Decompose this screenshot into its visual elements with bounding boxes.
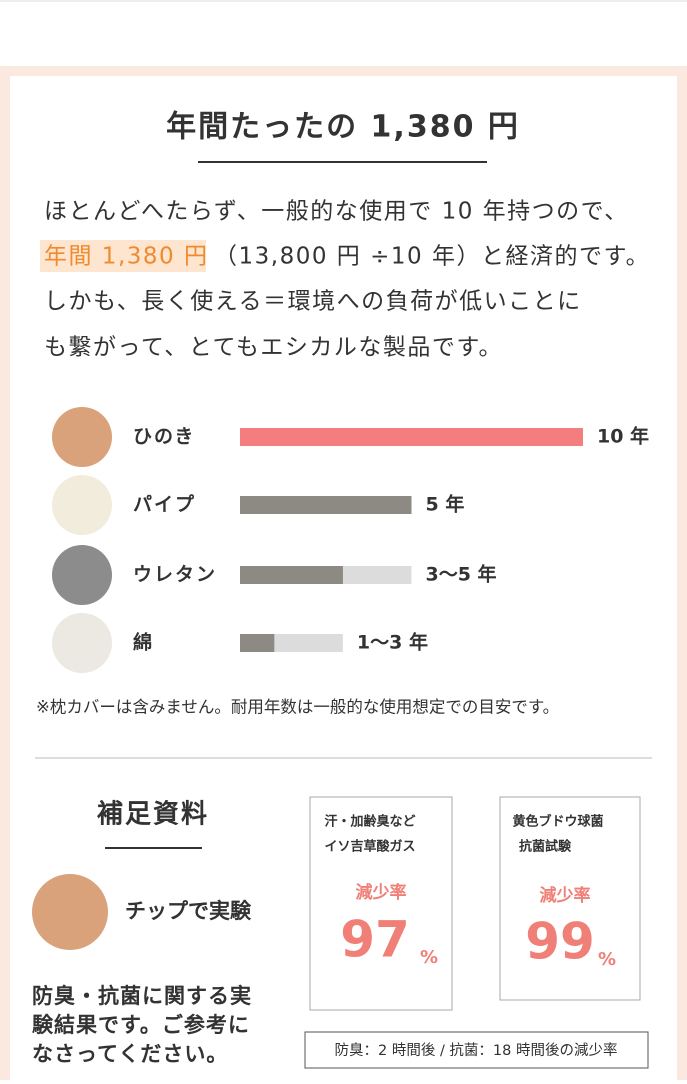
supplement-body: 防臭・抗菌に関する実	[32, 984, 252, 1008]
supplement-title: 補足資料	[96, 800, 209, 830]
pipe-icon	[52, 475, 112, 535]
cotton-icon	[52, 613, 112, 673]
document-sheet	[309, 796, 453, 1011]
highlight-bg	[40, 240, 206, 272]
document-number: 99	[525, 913, 595, 971]
caption-box	[304, 1031, 649, 1069]
value-label: 3〜5 年	[426, 563, 497, 586]
bar	[240, 428, 583, 446]
intro-line: ほとんどへたらず、一般的な使用で 10 年持つので、	[44, 199, 629, 225]
value-label: 5 年	[426, 493, 465, 516]
urethane-icon	[52, 545, 112, 605]
value-label: 10 年	[597, 425, 649, 448]
supplement-body: 験結果です。ご参考に	[32, 1013, 250, 1037]
hinoki-icon	[52, 407, 112, 467]
document-unit: %	[598, 949, 616, 970]
document-1: 汗・加齢臭など イソ吉草酸ガス 減少率 97 %	[309, 796, 453, 1011]
intro-line: しかも、長く使える＝環境への負荷が低いことに	[44, 289, 582, 315]
supplement-subtitle: チップで実験	[125, 899, 252, 923]
bar	[240, 496, 412, 514]
note: ※枕カバーは含みません。耐用年数は一般的な使用想定での目安です。	[36, 698, 559, 717]
title: 年間たったの 1,380 円	[166, 110, 520, 145]
document-2: 黄色ブドウ球菌 抗菌試験 減少率 99 %	[499, 796, 641, 1001]
category-label: ウレタン	[133, 564, 217, 586]
category-label: パイプ	[133, 493, 196, 516]
category-label: ひのき	[133, 426, 195, 448]
document-label: 減少率	[356, 882, 407, 903]
value-label: 1〜3 年	[357, 631, 428, 654]
caption: 防臭：2 時間後 / 抗菌：18 時間後の減少率	[335, 1042, 618, 1059]
bar	[240, 566, 343, 584]
document-heading: 黄色ブドウ球菌	[512, 814, 603, 830]
intro-line: （13,800 円 ÷10 年）と経済的です。	[214, 244, 650, 270]
document-subheading: イソ吉草酸ガス	[324, 839, 415, 855]
chip-icon	[32, 874, 108, 950]
document-heading: 汗・加齢臭など	[324, 814, 415, 830]
intro-line: も繋がって、とてもエシカルな製品です。	[44, 335, 503, 361]
category-label: 綿	[133, 631, 154, 654]
document-sheet	[499, 796, 641, 1001]
intro-highlight: 年間 1,380 円	[44, 244, 208, 270]
document-unit: %	[420, 947, 438, 968]
document-subheading: 抗菌試験	[519, 839, 572, 855]
document-label: 減少率	[540, 885, 591, 906]
document-number: 97	[340, 911, 410, 969]
bar	[240, 634, 275, 652]
supplement-body: なさってください。	[32, 1042, 228, 1066]
